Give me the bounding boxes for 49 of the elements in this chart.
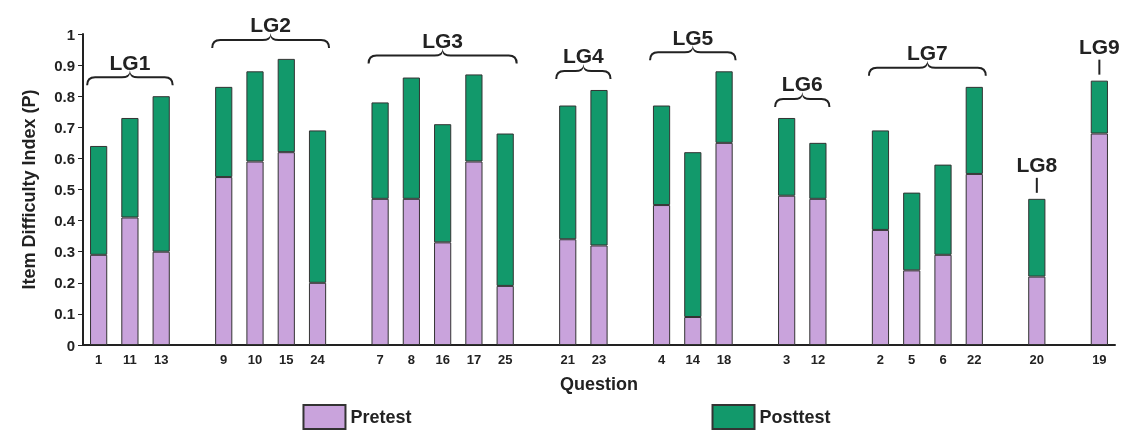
y-tick-label: 0 <box>66 336 75 354</box>
x-tick-label: 3 <box>783 352 791 367</box>
x-tick-label: 6 <box>939 352 947 367</box>
x-tick-label: 17 <box>466 352 482 367</box>
x-tick-label: 22 <box>967 352 982 367</box>
y-tick-label: 0.5 <box>54 181 75 198</box>
legend-label: Pretest <box>350 407 412 427</box>
x-tick-label: 16 <box>435 352 450 367</box>
x-tick-label: 11 <box>123 352 137 367</box>
y-tick-label: 0.7 <box>54 118 75 136</box>
x-tick-label: 1 <box>95 352 103 367</box>
annotation: LG5 <box>672 25 714 49</box>
x-axis-title: Question <box>559 374 639 394</box>
x-tick-label: 14 <box>685 352 701 367</box>
x-tick-label: 19 <box>1092 352 1107 367</box>
annotation: LG6 <box>781 72 823 96</box>
legend-label: Posttest <box>759 407 831 427</box>
x-tick-label: 25 <box>497 352 513 367</box>
y-tick-label: 0.8 <box>54 87 75 105</box>
y-tick-label: 1 <box>66 25 75 43</box>
x-tick-label: 21 <box>560 352 575 367</box>
y-axis-title: Item Difficulty Index (P) <box>19 89 39 290</box>
x-tick-label: 10 <box>247 352 263 367</box>
annotation: LG8 <box>1016 153 1058 177</box>
x-tick-label: 5 <box>908 352 916 367</box>
y-tick-label: 0.9 <box>54 56 75 74</box>
annotation: LG4 <box>562 44 605 68</box>
x-tick-label: 12 <box>810 352 826 367</box>
annotation: LG2 <box>250 13 292 37</box>
x-tick-label: 20 <box>1029 352 1045 367</box>
x-tick-label: 13 <box>153 352 169 367</box>
annotation: LG3 <box>422 28 464 52</box>
x-tick-label: 24 <box>310 352 326 367</box>
x-tick-label: 23 <box>591 352 607 367</box>
y-tick-label: 0.1 <box>54 305 75 323</box>
x-tick-label: 2 <box>876 352 885 367</box>
y-tick-label: 0.2 <box>54 274 75 292</box>
x-tick-label: 15 <box>279 352 294 367</box>
annotation: LG1 <box>109 50 151 74</box>
x-tick-label: 9 <box>220 352 228 367</box>
annotation: LG7 <box>906 41 948 65</box>
x-tick-label: 4 <box>657 352 666 367</box>
x-tick-label: 18 <box>716 352 732 367</box>
y-tick-label: 0.6 <box>54 149 75 167</box>
x-tick-label: 7 <box>376 352 384 367</box>
x-tick-label: 8 <box>407 352 415 367</box>
annotation: LG9 <box>1078 35 1120 59</box>
y-tick-label: 0.4 <box>54 212 76 230</box>
y-tick-label: 0.3 <box>54 243 75 261</box>
